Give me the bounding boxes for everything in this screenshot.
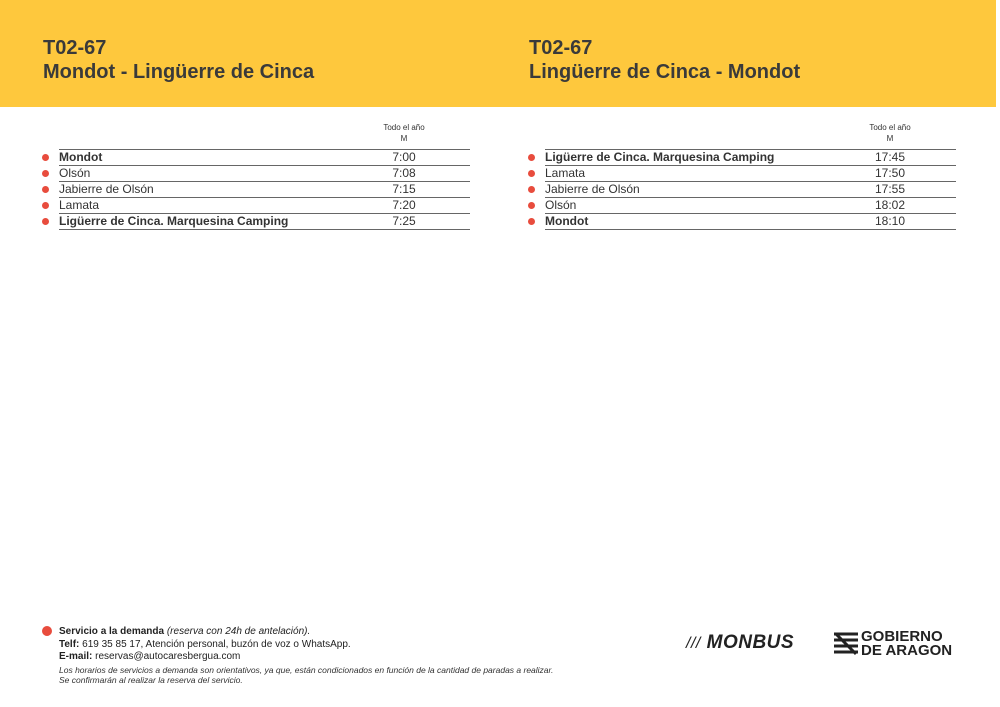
route-code: T02-67: [529, 37, 593, 59]
stop-row: Lamata 7:20: [42, 197, 470, 214]
stop-name: Ligüerre de Cinca. Marquesina Camping: [59, 214, 289, 228]
label: Servicio a la demanda: [59, 626, 165, 637]
stop-dot: [528, 154, 535, 161]
text: reservas@autocaresbergua.com: [95, 651, 241, 662]
stop-name: Mondot: [59, 150, 103, 164]
logo-text: MONBUS: [706, 632, 795, 653]
stop-time: 17:45: [874, 150, 906, 164]
stop-name: Lamata: [545, 166, 586, 180]
stop-name: Olsón: [545, 198, 577, 212]
disclaimer: Los horarios de servicios a demanda son …: [59, 665, 554, 675]
route-code: T02-67: [43, 37, 107, 59]
stop-dot: [528, 202, 535, 209]
stop-time: 7:25: [392, 214, 416, 228]
stop-time: 7:15: [392, 182, 416, 196]
stop-name: Olsón: [59, 166, 91, 180]
email-line: E-mail: reservas@autocaresbergua.com: [59, 651, 240, 663]
stop-row: Jabierre de Olsón 7:15: [42, 181, 470, 198]
stop-row: Olsón 7:08: [42, 165, 470, 182]
stop-time: 7:20: [392, 198, 416, 212]
stop-row: Ligüerre de Cinca. Marquesina Camping 7:2…: [42, 213, 470, 230]
gobierno-logo: GOBIERNO DE ARAGON: [861, 628, 953, 659]
logo-text: GOBIERNO: [861, 628, 943, 645]
route-name: Lingüerre de Cinca - Mondot: [529, 61, 801, 83]
stop-row: Ligüerre de Cinca. Marquesina Camping 17:…: [528, 149, 956, 166]
label: Telf:: [59, 639, 80, 650]
column-header: Todo el año: [383, 123, 425, 132]
aragon-mark: [834, 632, 858, 656]
stop-time: 17:55: [874, 182, 906, 196]
stop-dot: [42, 186, 49, 193]
stop-dot: [42, 202, 49, 209]
phone-line: Telf: 619 35 85 17, Atención personal, b…: [59, 639, 351, 651]
demand-line: Servicio a la demanda (reserva con 24h d…: [59, 626, 310, 638]
stop-dot: [42, 170, 49, 177]
disclaimer: Se confirmarán al realizar la reserva de…: [59, 675, 243, 685]
stop-name: Jabierre de Olsón: [59, 182, 154, 196]
route-name: Mondot - Lingüerre de Cinca: [43, 61, 315, 83]
stop-dot: [42, 218, 49, 225]
stop-dot: [528, 218, 535, 225]
stop-name: Ligüerre de Cinca. Marquesina Camping: [545, 150, 775, 164]
service-code: M: [886, 134, 894, 143]
stop-name: Mondot: [545, 214, 589, 228]
logo-text: DE ARAGON: [861, 642, 953, 659]
note: (reserva con 24h de antelación).: [166, 626, 311, 637]
label: E-mail:: [59, 651, 93, 662]
stop-row: Mondot 18:10: [528, 213, 956, 230]
service-code: M: [400, 134, 408, 143]
column-header: Todo el año: [869, 123, 911, 132]
text: 619 35 85 17, Atención personal, buzón d…: [82, 639, 351, 650]
stop-row: Mondot 7:00: [42, 149, 470, 166]
stop-name: Lamata: [59, 198, 100, 212]
header-band: [0, 0, 996, 107]
stop-time: 18:02: [874, 198, 906, 212]
header-rule: [59, 149, 470, 150]
header-rule: [545, 149, 956, 150]
stop-time: 17:50: [874, 166, 906, 180]
stop-time: 7:08: [392, 166, 416, 180]
monbus-logo: /// MONBUS: [686, 632, 795, 653]
stop-row: Jabierre de Olsón 17:55: [528, 181, 956, 198]
stop-dot: [528, 186, 535, 193]
stop-dot: [42, 154, 49, 161]
stop-time: 18:10: [874, 214, 906, 228]
stop-name: Jabierre de Olsón: [545, 182, 640, 196]
stop-time: 7:00: [392, 150, 416, 164]
stop-dot: [528, 170, 535, 177]
demand-dot: [42, 626, 52, 636]
stop-row: Lamata 17:50: [528, 165, 956, 182]
stop-row: Olsón 18:02: [528, 197, 956, 214]
